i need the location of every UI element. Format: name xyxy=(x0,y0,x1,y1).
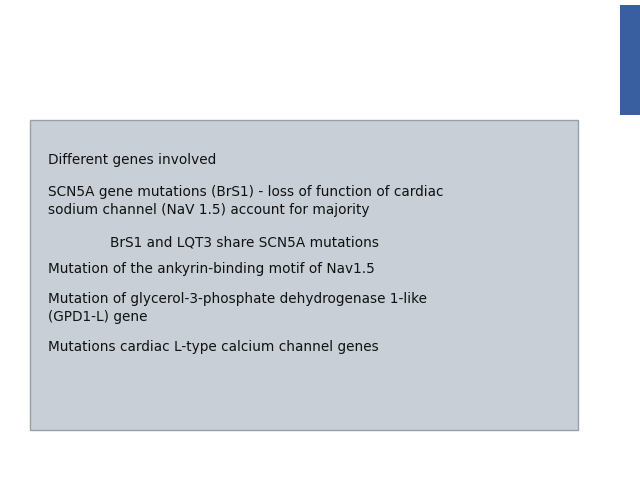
Text: Mutation of the ankyrin-binding motif of Nav1.5: Mutation of the ankyrin-binding motif of… xyxy=(48,262,375,276)
Text: BrS1 and LQT3 share SCN5A mutations: BrS1 and LQT3 share SCN5A mutations xyxy=(110,236,379,250)
Bar xyxy=(620,5,640,115)
Text: SCN5A gene mutations (BrS1) - loss of function of cardiac
sodium channel (NaV 1.: SCN5A gene mutations (BrS1) - loss of fu… xyxy=(48,185,444,217)
Text: Different genes involved: Different genes involved xyxy=(48,153,216,167)
Bar xyxy=(30,120,578,430)
Text: Mutation of glycerol-3-phosphate dehydrogenase 1-like
(GPD1-L) gene: Mutation of glycerol-3-phosphate dehydro… xyxy=(48,292,427,324)
Text: Mutations cardiac L-type calcium channel genes: Mutations cardiac L-type calcium channel… xyxy=(48,340,379,354)
